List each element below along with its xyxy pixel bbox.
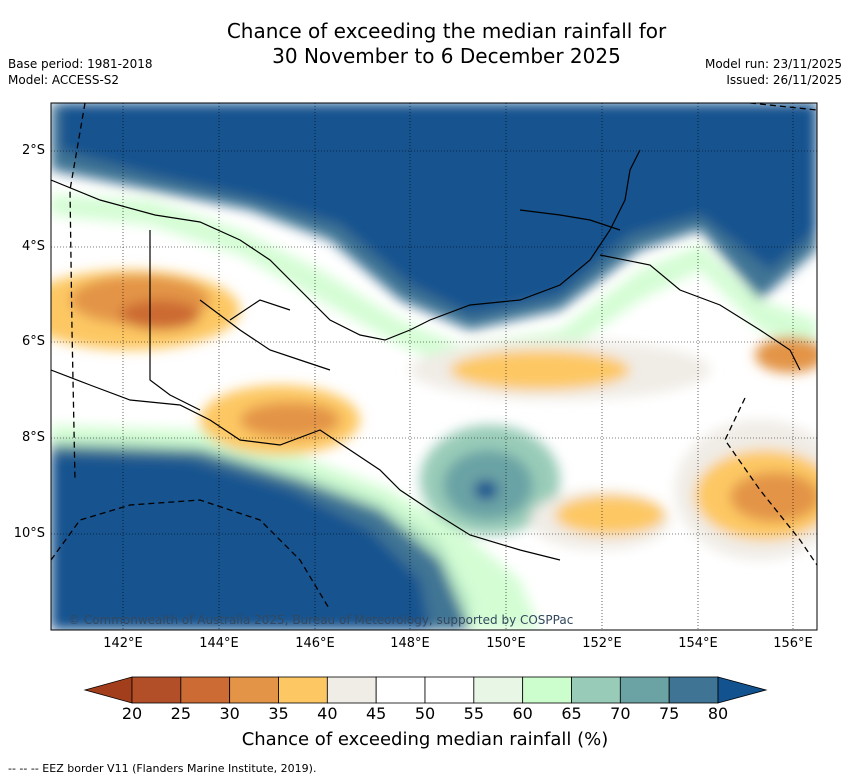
lon-label: 156°E [773, 636, 813, 651]
colorbar-tick-label: 55 [463, 704, 484, 723]
colorbar-over-arrow [717, 676, 768, 704]
colorbar-tick-label: 25 [170, 704, 191, 723]
colorbar-bin [180, 676, 231, 704]
lon-label: 154°E [678, 636, 718, 651]
colorbar-tick-label: 75 [658, 704, 680, 723]
title-line-1: Chance of exceeding the median rainfall … [226, 19, 667, 43]
colorbar-tick-label: 30 [219, 704, 240, 723]
new-guinea-south-coast [51, 369, 561, 561]
coastlines [51, 149, 801, 561]
colorbar-under-arrow [83, 676, 133, 704]
lat-label: 10°S [13, 526, 45, 541]
colorbar-tick-label: 45 [365, 704, 387, 723]
lon-label: 152°E [582, 636, 622, 651]
lon-label: 150°E [486, 636, 526, 651]
map-title: Chance of exceeding the median rainfall … [150, 19, 743, 69]
colorbar-tick-label: 80 [707, 704, 729, 723]
eez-footnote: -- -- -- EEZ border V11 (Flanders Marine… [8, 762, 317, 775]
province-lines [199, 299, 331, 371]
base-period: Base period: 1981-2018 [8, 57, 153, 71]
probability-field [51, 103, 817, 630]
colorbar-tick-label: 65 [561, 704, 582, 723]
new-guinea-north-coast [51, 149, 641, 341]
lat-label: 4°S [21, 239, 45, 254]
eez-borders [51, 103, 817, 611]
colorbar-bin [668, 676, 719, 704]
colorbar-bin [131, 676, 182, 704]
graticule [51, 103, 817, 630]
lon-label: 146°E [295, 636, 335, 651]
new-britain [599, 254, 801, 371]
colorbar-tick-label: 35 [268, 704, 289, 723]
png-border [149, 230, 201, 411]
colorbar [83, 676, 768, 704]
lon-label: 142°E [103, 636, 143, 651]
colorbar-bin [375, 676, 426, 704]
colorbar-bin [326, 676, 377, 704]
colorbar-bin [619, 676, 670, 704]
new-ireland [519, 209, 621, 231]
colorbar-tick-label: 70 [610, 704, 631, 723]
colorbar-tick-label: 40 [317, 704, 338, 723]
copyright-credit: © Commonwealth of Australia 2025, Bureau… [68, 613, 574, 627]
lat-label: 6°S [21, 334, 45, 349]
lat-label: 8°S [21, 430, 45, 445]
colorbar-label: Chance of exceeding median rainfall (%) [241, 729, 609, 750]
lon-label: 144°E [199, 636, 239, 651]
colorbar-bin [424, 676, 475, 704]
colorbar-tick-label: 60 [512, 704, 533, 723]
colorbar-bin [522, 676, 572, 704]
map-frame [50, 102, 818, 631]
model-name: Model: ACCESS-S2 [8, 73, 120, 87]
colorbar-tick-label: 20 [121, 704, 143, 723]
meta-left: Base period: 1981-2018 Model: ACCESS-S2 [8, 56, 153, 88]
title-line-2: 30 November to 6 December 2025 [272, 44, 621, 68]
lat-label: 2°S [21, 143, 45, 158]
colorbar-bin [473, 676, 524, 704]
colorbar-bin [229, 676, 279, 704]
colorbar-tick-label: 50 [414, 704, 436, 723]
lon-label: 148°E [390, 636, 430, 651]
meta-right: Model run: 23/11/2025 Issued: 26/11/2025 [705, 56, 842, 88]
colorbar-bin [571, 676, 621, 704]
issued-date: Issued: 26/11/2025 [726, 73, 842, 87]
colorbar-bin [278, 676, 328, 704]
model-run: Model run: 23/11/2025 [704, 57, 842, 71]
